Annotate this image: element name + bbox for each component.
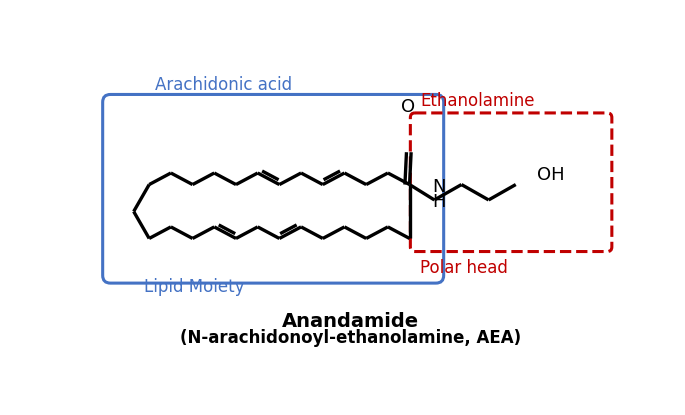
Text: Ethanolamine: Ethanolamine <box>421 92 535 110</box>
Text: Anandamide: Anandamide <box>282 312 419 331</box>
Text: O: O <box>401 98 415 116</box>
Text: (N-arachidonoyl-ethanolamine, AEA): (N-arachidonoyl-ethanolamine, AEA) <box>180 329 521 347</box>
Text: Polar head: Polar head <box>421 259 508 277</box>
Text: Arachidonic acid: Arachidonic acid <box>155 76 292 95</box>
Text: H: H <box>432 193 445 211</box>
Text: OH: OH <box>538 166 565 183</box>
Text: Lipid Moiety: Lipid Moiety <box>144 278 245 296</box>
Text: N: N <box>432 178 445 196</box>
